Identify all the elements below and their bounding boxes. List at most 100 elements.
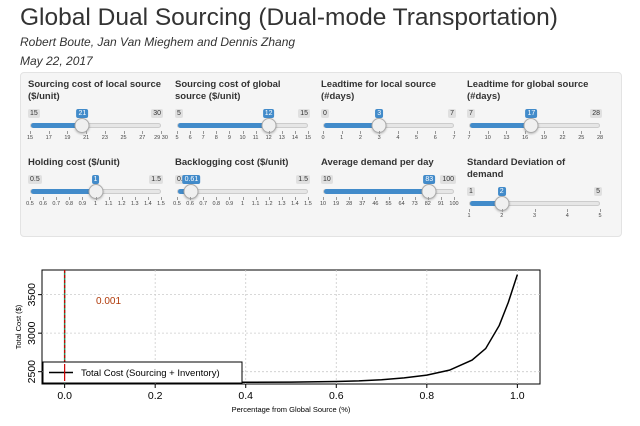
page-title: Global Dual Sourcing (Dual-mode Transpor…: [20, 4, 558, 31]
x-tick-label: 0.0: [57, 390, 72, 402]
slider-fill: [31, 123, 84, 128]
slider-tick: [56, 197, 58, 200]
slider-tick-label: 23: [101, 135, 108, 141]
input-panel: Sourcing cost of local source ($/unit) 15 3…: [20, 72, 622, 237]
slider-tick: [95, 197, 97, 200]
slider-tick: [229, 197, 231, 200]
slider-tick-label: 21: [83, 135, 90, 141]
slider-ticks: [469, 131, 601, 135]
slider-tick-label: 82: [424, 201, 431, 207]
slider-tick-labels: 1 2 3 4 5: [467, 213, 601, 222]
slider-tick-label: 3: [377, 135, 381, 141]
optimum-annotation: 0.001: [96, 296, 121, 307]
slider-tick-labels: 0 1 2 3 4 5 6 7: [321, 135, 456, 144]
slider-tick: [203, 197, 205, 200]
slider-label-line: Sourcing cost of global: [175, 79, 281, 90]
slider-tick-label: 16: [522, 135, 529, 141]
slider-min-label: 0.5: [175, 175, 189, 184]
slider-tick-label: 17: [45, 135, 52, 141]
slider-tick-label: 0.9: [225, 201, 234, 207]
slider-handle[interactable]: [183, 184, 199, 199]
slider-tick: [440, 197, 442, 200]
slider-label-line: demand: [467, 169, 504, 180]
x-tick-label: 1.0: [510, 390, 525, 402]
slider-global-sourcing-cost: Sourcing cost of global source ($/unit) 5 1…: [175, 79, 311, 141]
slider-track[interactable]: [469, 201, 600, 206]
slider-track[interactable]: [323, 189, 454, 194]
slider-tick-label: 1.5: [157, 201, 165, 207]
slider-fill: [178, 123, 270, 128]
slider-tick: [600, 131, 601, 134]
slider-tick: [501, 209, 503, 212]
slider-value-label: 17: [525, 109, 538, 118]
slider-tick: [294, 197, 296, 200]
slider-tick-label: 5: [175, 135, 179, 141]
slider-tick-label: 10: [319, 201, 327, 207]
slider-fill: [31, 189, 97, 194]
slider-tick: [414, 197, 416, 200]
slider-tick-label: 12: [265, 135, 272, 141]
slider-label-line: ($/unit): [28, 91, 60, 102]
slider-tick: [121, 197, 123, 200]
slider-tick-labels: 0.5 0.6 0.7 0.8 0.9 1 1.1 1.2 1.3 1.4 1.5: [173, 201, 312, 210]
slider-tick: [427, 197, 429, 200]
slider-label: Leadtime for global source (#days): [467, 79, 602, 103]
slider-tick: [82, 197, 84, 200]
slider-tick: [216, 197, 218, 200]
slider-tick: [242, 131, 244, 134]
slider-tick: [401, 197, 403, 200]
slider-tick-label: 19: [333, 201, 340, 207]
slider-max-label: 100: [440, 175, 456, 184]
slider-track[interactable]: [177, 123, 308, 128]
slider-tick: [379, 131, 381, 134]
slider-tick: [229, 131, 231, 134]
slider-tick-label: 11: [252, 135, 259, 141]
slider-max-label: 30: [151, 109, 163, 118]
slider-value-label: 2: [497, 187, 506, 196]
slider-ticks: [30, 197, 162, 201]
slider-tick: [147, 197, 149, 200]
slider-tick-label: 13: [503, 135, 510, 141]
slider-tick-label: 2: [358, 135, 362, 141]
slider-max-label: 15: [298, 109, 310, 118]
slider-value-label: 0.61: [182, 175, 201, 184]
slider-tick: [30, 131, 31, 134]
slider-tick-label: 3: [532, 213, 537, 219]
slider-tick-label: 7: [452, 135, 456, 141]
slider-label-line: Leadtime for local source: [321, 79, 437, 90]
slider-handle[interactable]: [421, 184, 437, 199]
slider-tick-label: 19: [64, 135, 71, 141]
slider-tick-label: 28: [346, 201, 353, 207]
total-cost-chart: 0.001 0.0 0.2 0.4 0.6 0.8 1.0 2500 3000 3500 Perce…: [14, 269, 541, 414]
slider-tick: [525, 131, 527, 134]
slider-tick-label: 5: [415, 135, 419, 141]
slider-max-label: 28: [590, 109, 602, 118]
slider-tick: [161, 131, 162, 134]
slider-tick: [323, 197, 324, 200]
slider-tick-label: 28: [596, 135, 604, 141]
x-tick-label: 0.2: [148, 390, 163, 402]
slider-global-leadtime: Leadtime for global source (#days) 7 28 17 7 1…: [467, 79, 603, 141]
slider-ticks: [30, 131, 162, 135]
slider-track[interactable]: [323, 123, 454, 128]
legend-box: [42, 361, 243, 384]
slider-label-line: source ($/unit): [175, 91, 241, 102]
slider-tick: [104, 131, 106, 134]
slider-tick: [349, 197, 351, 200]
slider-tick-label: 1.5: [304, 201, 312, 207]
slider-handle[interactable]: [74, 118, 90, 133]
slider-label-line: Backlogging cost ($/unit): [175, 157, 289, 168]
slider-tick: [294, 131, 296, 134]
slider-tick-label: 46: [372, 201, 379, 207]
slider-label-line: Sourcing cost of local source: [28, 79, 162, 90]
slider-tick-label: 0.5: [26, 201, 34, 207]
slider-tick: [86, 131, 88, 134]
slider-tick-label: 1.2: [117, 201, 126, 207]
slider-handle[interactable]: [523, 118, 539, 133]
slider-tick-label: 8: [214, 135, 218, 141]
slider-tick-label: 73: [411, 201, 418, 207]
slider-tick: [108, 197, 110, 200]
slider-min-label: 5: [175, 109, 183, 118]
slider-tick-label: 1: [93, 201, 98, 207]
slider-track[interactable]: [30, 123, 161, 128]
